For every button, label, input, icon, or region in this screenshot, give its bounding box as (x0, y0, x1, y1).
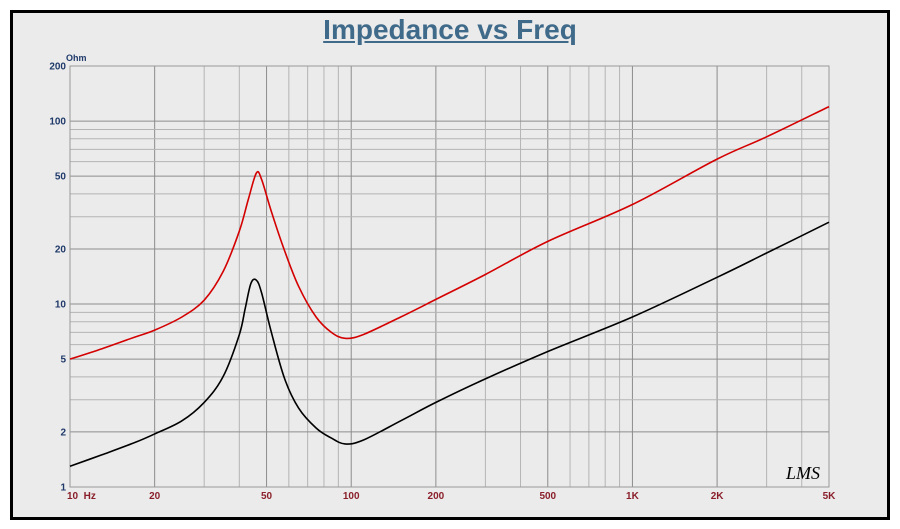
y-tick-label: 10 (55, 300, 67, 311)
y-tick-label: 20 (55, 244, 67, 255)
x-tick-label: 5K (823, 491, 837, 502)
series-line-1 (69, 105, 830, 360)
plot-area-border (69, 65, 830, 488)
series-line-2 (69, 221, 830, 467)
x-tick-label: 1K (626, 491, 640, 502)
y-axis-label: Ohm (66, 53, 87, 63)
y-tick-label: 50 (55, 172, 67, 183)
y-tick-label: 2 (60, 427, 66, 438)
tick-labels: 10 Hz 20 50 100 200 500 1K 2K 5K 1 2 5 10 20 50 100 200 (49, 62, 836, 503)
x-tick-label: 200 (428, 491, 445, 502)
lms-annotation: LMS (785, 463, 820, 483)
x-tick-label: 20 (149, 491, 161, 502)
chart-title: Impedance vs Freq (323, 14, 577, 45)
y-tick-label: 200 (49, 62, 66, 73)
x-tick-label: 100 (343, 491, 360, 502)
series-layer (69, 105, 830, 467)
y-tick-label: 100 (49, 117, 66, 128)
x-tick-label: 10 Hz (67, 491, 96, 502)
x-tick-label: 50 (261, 491, 273, 502)
x-tick-label: 2K (711, 491, 725, 502)
y-tick-label: 1 (60, 483, 66, 494)
x-tick-label: 500 (539, 491, 556, 502)
y-tick-label: 5 (60, 355, 66, 366)
grid-lines (70, 66, 829, 487)
